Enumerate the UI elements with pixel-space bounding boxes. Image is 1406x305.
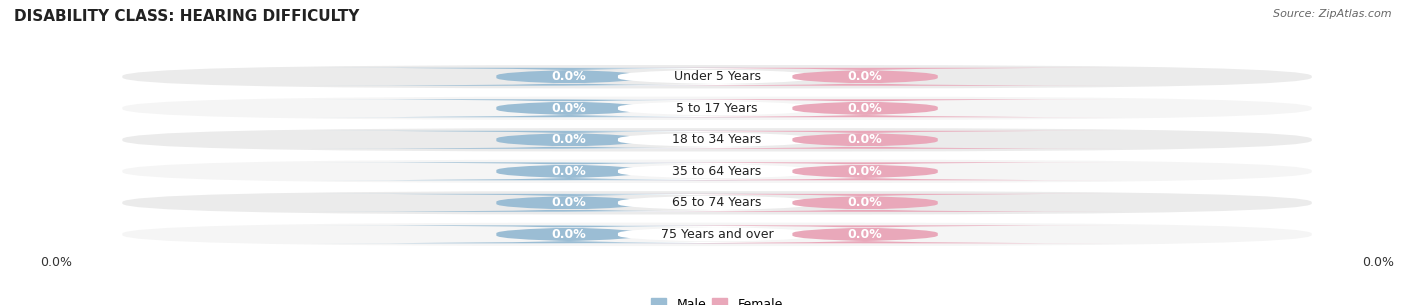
FancyBboxPatch shape — [311, 162, 827, 180]
FancyBboxPatch shape — [607, 194, 1123, 212]
FancyBboxPatch shape — [607, 68, 1123, 86]
FancyBboxPatch shape — [311, 131, 827, 149]
FancyBboxPatch shape — [607, 131, 1123, 149]
Text: 0.0%: 0.0% — [551, 102, 586, 115]
Text: 65 to 74 Years: 65 to 74 Years — [672, 196, 762, 209]
Text: 0.0%: 0.0% — [848, 70, 883, 83]
FancyBboxPatch shape — [311, 225, 827, 243]
FancyBboxPatch shape — [122, 160, 1312, 183]
Text: 0.0%: 0.0% — [848, 196, 883, 209]
FancyBboxPatch shape — [311, 99, 827, 117]
Text: 0.0%: 0.0% — [551, 196, 586, 209]
Text: 0.0%: 0.0% — [551, 133, 586, 146]
Text: 0.0%: 0.0% — [848, 165, 883, 178]
FancyBboxPatch shape — [311, 68, 827, 86]
Text: 0.0%: 0.0% — [551, 228, 586, 241]
FancyBboxPatch shape — [486, 162, 948, 180]
Text: 18 to 34 Years: 18 to 34 Years — [672, 133, 762, 146]
Text: 75 Years and over: 75 Years and over — [661, 228, 773, 241]
FancyBboxPatch shape — [607, 225, 1123, 243]
Text: Source: ZipAtlas.com: Source: ZipAtlas.com — [1274, 9, 1392, 19]
Text: DISABILITY CLASS: HEARING DIFFICULTY: DISABILITY CLASS: HEARING DIFFICULTY — [14, 9, 360, 24]
Text: 0.0%: 0.0% — [551, 70, 586, 83]
Text: 0.0%: 0.0% — [848, 228, 883, 241]
FancyBboxPatch shape — [122, 191, 1312, 214]
FancyBboxPatch shape — [122, 65, 1312, 88]
FancyBboxPatch shape — [486, 68, 948, 86]
FancyBboxPatch shape — [486, 131, 948, 149]
FancyBboxPatch shape — [122, 128, 1312, 152]
FancyBboxPatch shape — [486, 225, 948, 243]
FancyBboxPatch shape — [486, 194, 948, 212]
Legend: Male, Female: Male, Female — [647, 293, 787, 305]
Text: 5 to 17 Years: 5 to 17 Years — [676, 102, 758, 115]
Text: 0.0%: 0.0% — [848, 133, 883, 146]
FancyBboxPatch shape — [607, 162, 1123, 180]
FancyBboxPatch shape — [311, 194, 827, 212]
Text: 35 to 64 Years: 35 to 64 Years — [672, 165, 762, 178]
Text: 0.0%: 0.0% — [551, 165, 586, 178]
Text: Under 5 Years: Under 5 Years — [673, 70, 761, 83]
FancyBboxPatch shape — [122, 97, 1312, 120]
FancyBboxPatch shape — [122, 223, 1312, 246]
FancyBboxPatch shape — [607, 99, 1123, 117]
FancyBboxPatch shape — [486, 99, 948, 117]
Text: 0.0%: 0.0% — [848, 102, 883, 115]
